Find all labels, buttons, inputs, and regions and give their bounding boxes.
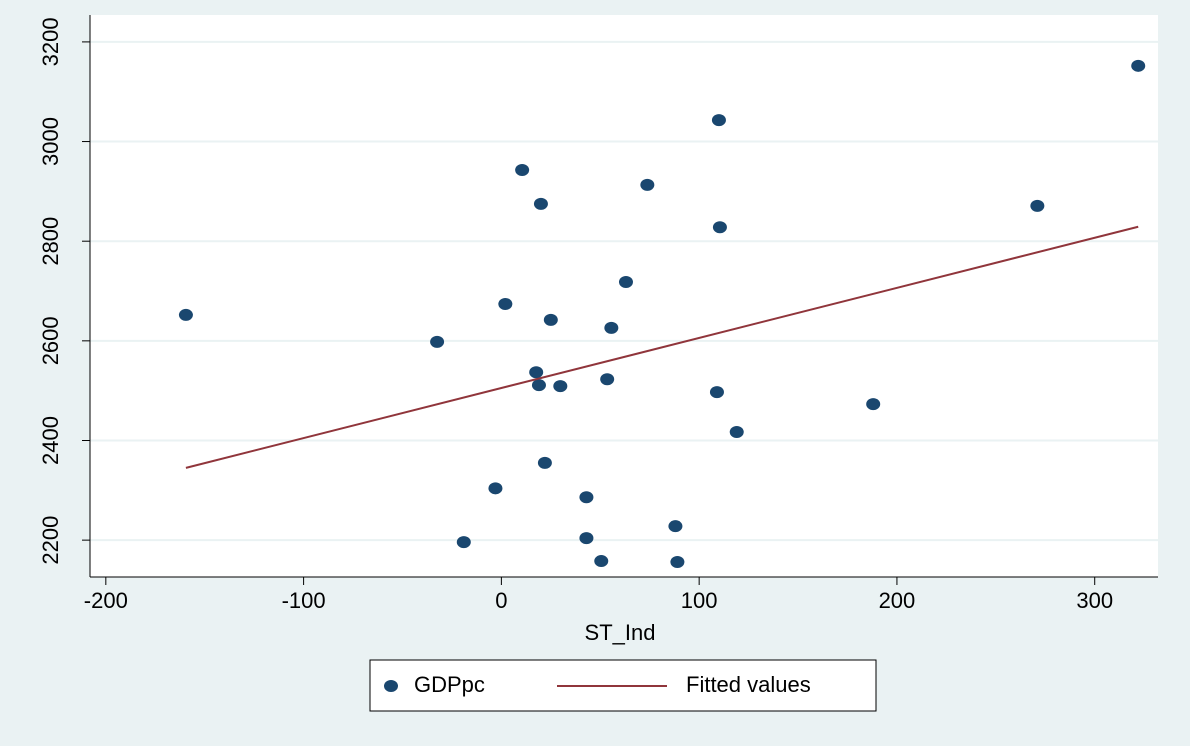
point bbox=[640, 178, 655, 191]
point bbox=[668, 520, 683, 533]
y-tick-label: 2400 bbox=[38, 416, 63, 465]
y-tick-label: 2800 bbox=[38, 217, 63, 266]
point bbox=[529, 366, 544, 379]
point bbox=[600, 373, 615, 386]
point bbox=[456, 536, 471, 549]
y-tick-label: 3200 bbox=[38, 17, 63, 66]
point bbox=[712, 221, 727, 234]
x-tick-label: 300 bbox=[1076, 588, 1113, 613]
point bbox=[531, 379, 546, 392]
legend-label: GDPpc bbox=[414, 672, 485, 697]
point bbox=[866, 398, 881, 411]
y-tick-label: 3000 bbox=[38, 117, 63, 166]
point bbox=[515, 163, 530, 176]
point bbox=[498, 297, 513, 310]
point bbox=[594, 555, 609, 568]
legend-swatch bbox=[384, 680, 398, 692]
point bbox=[533, 197, 548, 210]
y-tick-label: 2200 bbox=[38, 516, 63, 565]
y-tick-label: 2600 bbox=[38, 316, 63, 365]
point bbox=[618, 276, 633, 289]
point bbox=[488, 482, 503, 495]
point bbox=[178, 308, 193, 321]
point bbox=[709, 386, 724, 399]
fit-line bbox=[185, 225, 1139, 469]
x-axis-title: ST_Ind bbox=[585, 620, 656, 645]
point bbox=[1030, 199, 1045, 212]
legend-label: Fitted values bbox=[686, 672, 811, 697]
point bbox=[579, 532, 594, 545]
x-tick-label: 0 bbox=[495, 588, 507, 613]
point bbox=[430, 335, 445, 348]
x-tick-label: -200 bbox=[84, 588, 128, 613]
x-tick-label: 100 bbox=[681, 588, 718, 613]
plot-area bbox=[90, 15, 1158, 577]
x-tick-label: -100 bbox=[282, 588, 326, 613]
x-tick-label: 200 bbox=[879, 588, 916, 613]
point bbox=[543, 313, 558, 326]
point bbox=[579, 491, 594, 504]
point bbox=[729, 426, 744, 439]
point bbox=[537, 456, 552, 469]
point bbox=[711, 114, 726, 127]
point bbox=[1131, 59, 1146, 72]
point bbox=[604, 321, 619, 334]
point bbox=[670, 556, 685, 569]
point bbox=[553, 380, 568, 393]
